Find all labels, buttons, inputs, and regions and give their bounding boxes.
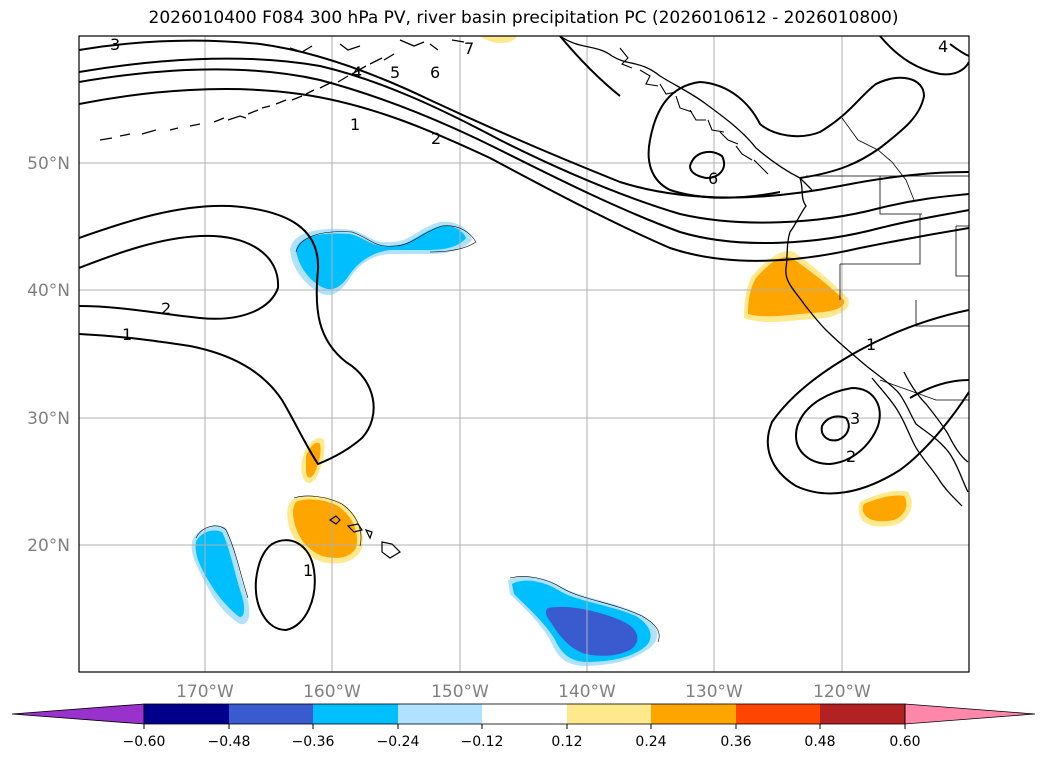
colorbar-tick-label: 0.24 <box>635 734 666 750</box>
positive-anomaly-hawaii <box>287 437 363 564</box>
borders <box>806 117 969 401</box>
colorbar-ticks <box>143 724 906 729</box>
positive-anomaly-alaska-gulf <box>480 36 516 44</box>
colorbar-swatch <box>820 704 905 724</box>
contour-label: 5 <box>390 63 400 82</box>
colorbar-tick-label: 0.36 <box>720 734 751 750</box>
colorbar-tick-label: 0.48 <box>804 734 835 750</box>
alaska-coast <box>559 36 813 191</box>
colorbar-tick-label: −0.12 <box>461 734 504 750</box>
lon-label: 170°W <box>176 682 234 702</box>
lat-label: 40°N <box>27 281 70 301</box>
contour-1-baja <box>766 309 969 495</box>
anomaly-outlines <box>195 225 660 643</box>
pv-contours <box>79 36 969 632</box>
contour-label: 6 <box>708 169 718 188</box>
contour-2-north <box>79 88 969 262</box>
contour-labels: 3 4 5 6 7 1 2 6 2 1 1 1 3 2 4 <box>110 35 948 580</box>
hawaiian-islands <box>328 515 401 559</box>
contour-3-baja <box>820 415 850 442</box>
contour-label: 2 <box>431 129 441 148</box>
contour-1-hawaii-south <box>254 539 316 632</box>
colorbar-swatch <box>313 704 398 724</box>
colorbar-extend-right <box>904 703 1036 725</box>
contour-label: 4 <box>938 37 948 56</box>
colorbar-tick-label: −0.60 <box>123 734 166 750</box>
colorbar-swatch <box>736 704 820 724</box>
gridlines <box>79 36 969 672</box>
contour-label: 1 <box>303 561 313 580</box>
contour-label: 1 <box>350 115 360 134</box>
contour-6-closed <box>688 150 725 180</box>
colorbar: −0.60 −0.48 −0.36 −0.24 −0.12 0.12 0.24 … <box>11 703 1036 750</box>
lat-label: 50°N <box>27 154 70 174</box>
colorbar-tick-label: −0.36 <box>292 734 335 750</box>
map-title: 2026010400 F084 300 hPa PV, river basin … <box>148 8 899 28</box>
contour-1-north <box>79 68 969 244</box>
latitude-labels: 50°N 40°N 30°N 20°N <box>27 154 70 556</box>
lon-label: 160°W <box>303 682 361 702</box>
lon-label: 140°W <box>558 682 616 702</box>
negative-anomaly-north-pacific <box>290 221 472 296</box>
negative-anomaly-hawaii-west <box>191 525 250 625</box>
positive-anomaly-baja <box>858 490 912 527</box>
contour-label: 7 <box>464 39 474 58</box>
colorbar-swatch <box>144 704 229 724</box>
colorbar-tick-label: −0.24 <box>377 734 420 750</box>
contour-label: 6 <box>430 63 440 82</box>
contour-label: 4 <box>352 63 362 82</box>
colorbar-extend-left <box>11 703 145 725</box>
map-frame <box>78 35 970 673</box>
contour-label: 3 <box>850 409 860 428</box>
lat-label: 20°N <box>27 536 70 556</box>
coastlines <box>99 36 969 507</box>
lat-label: 30°N <box>27 409 70 429</box>
lon-label: 130°W <box>685 682 743 702</box>
negative-anomaly-subtropical <box>508 576 658 666</box>
contour-2-subtropical <box>79 234 280 320</box>
contour-label: 1 <box>866 335 876 354</box>
contour-2-baja <box>794 386 881 466</box>
colorbar-swatch <box>567 704 651 724</box>
lon-label: 150°W <box>431 682 489 702</box>
colorbar-swatch <box>651 704 736 724</box>
contour-label: 1 <box>122 325 132 344</box>
lon-label: 120°W <box>813 682 871 702</box>
contour-1-subtropical <box>79 204 375 466</box>
colorbar-swatch <box>398 704 482 724</box>
precipitation-shading <box>191 36 912 666</box>
colorbar-tick-label: 0.12 <box>551 734 582 750</box>
contour-label: 3 <box>110 35 120 54</box>
colorbar-swatch <box>229 704 313 724</box>
longitude-labels: 170°W 160°W 150°W 140°W 130°W 120°W <box>176 682 871 702</box>
positive-anomaly-california <box>744 251 849 322</box>
colorbar-tick-label: 0.60 <box>889 734 920 750</box>
baja-california <box>871 377 963 507</box>
contour-label: 2 <box>161 299 171 318</box>
north-america-west-coast <box>785 177 969 493</box>
contour-label: 2 <box>846 447 856 466</box>
colorbar-tick-label: −0.48 <box>208 734 251 750</box>
aleutian-islands <box>99 53 395 141</box>
colorbar-swatch <box>482 704 567 724</box>
